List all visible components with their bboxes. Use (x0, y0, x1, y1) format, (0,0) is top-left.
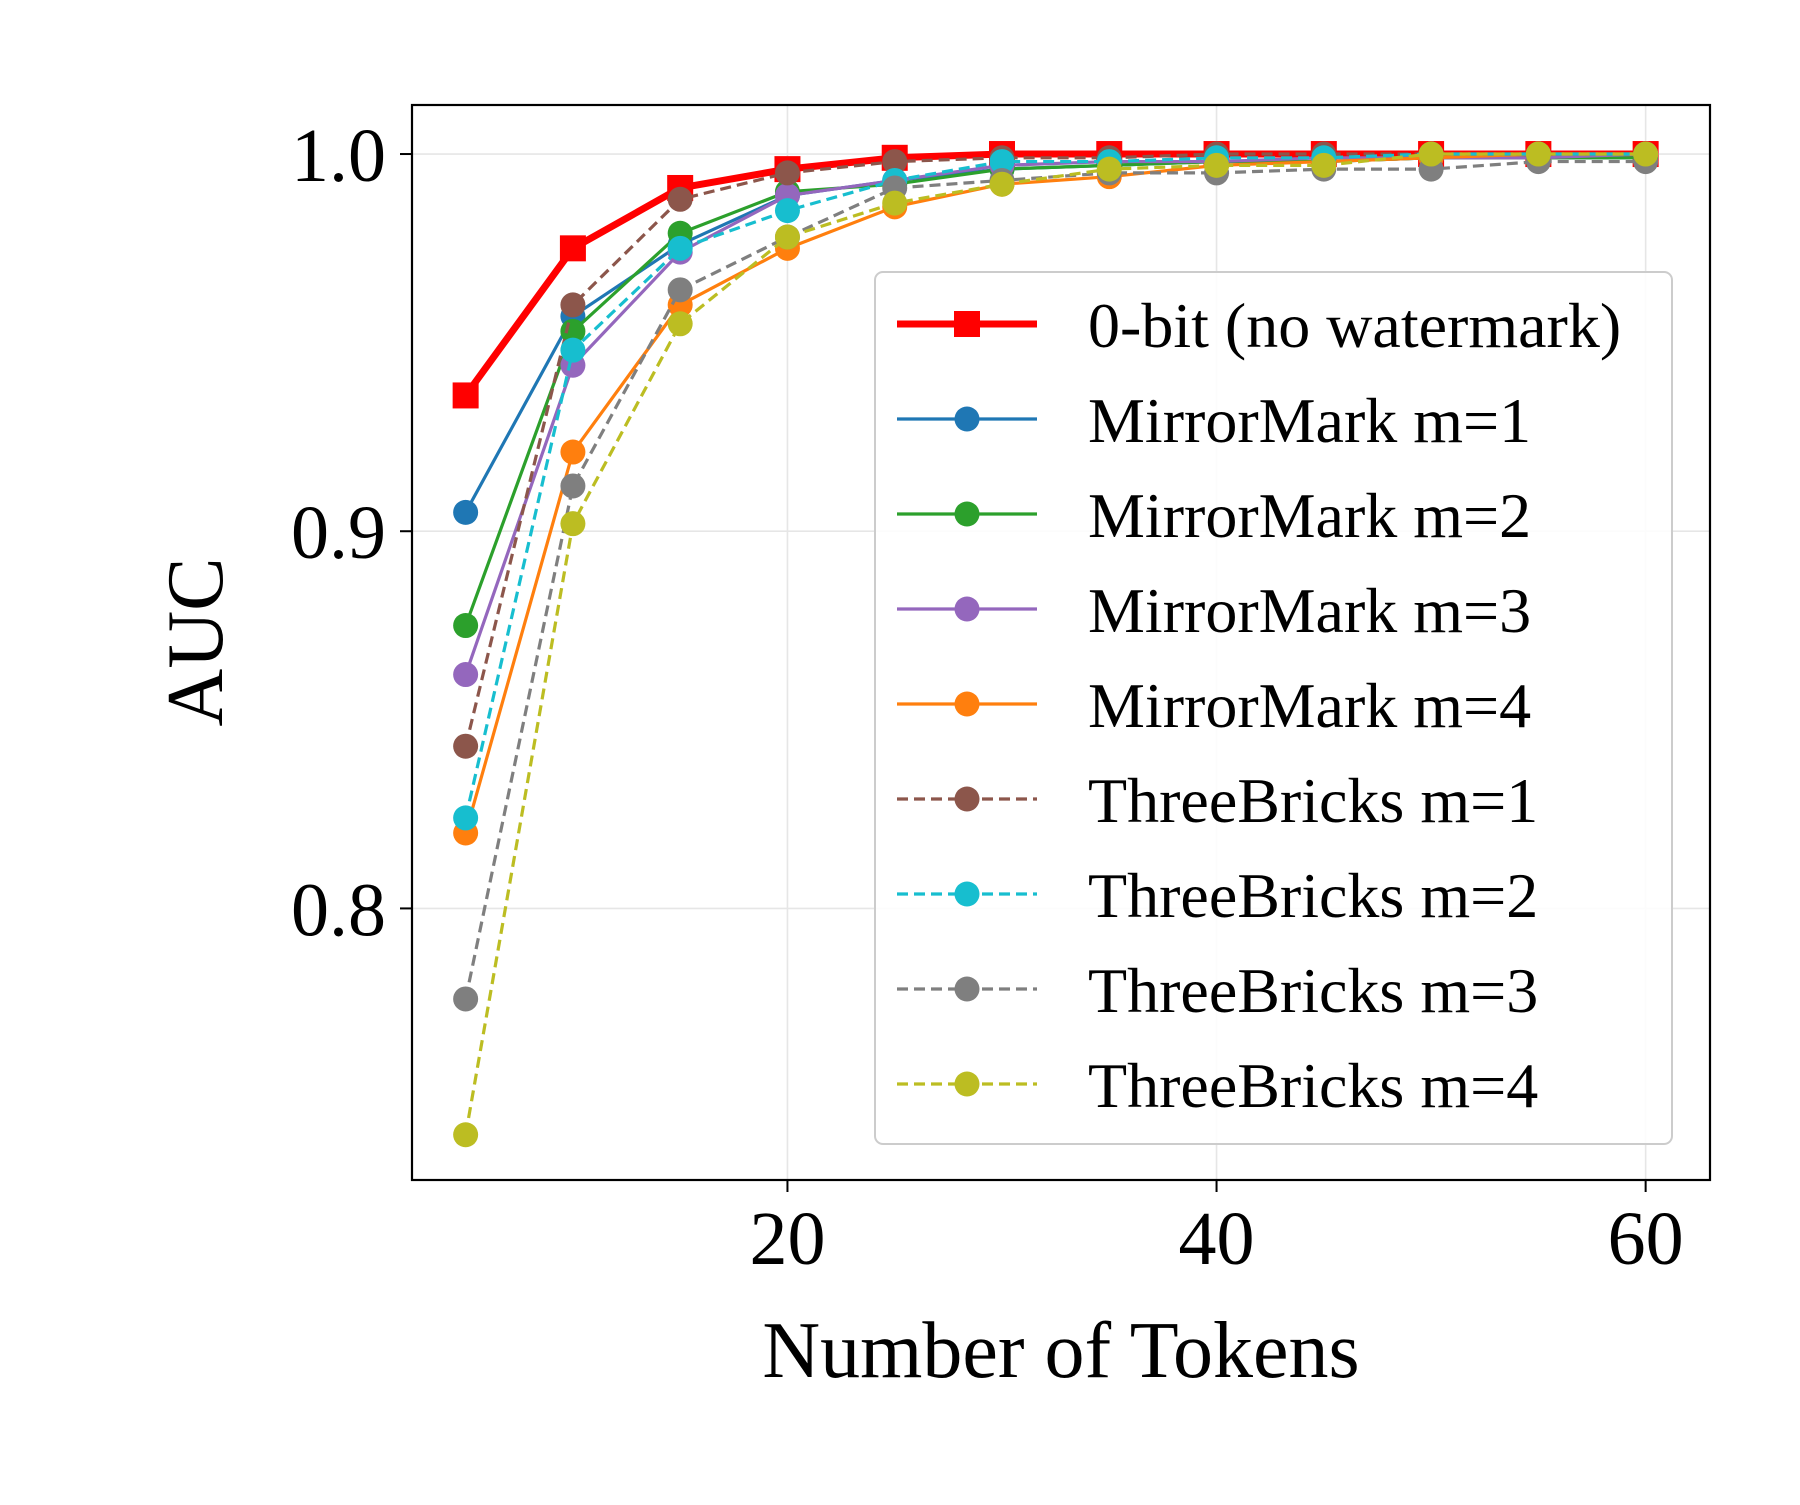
legend-marker (954, 596, 980, 622)
data-point (560, 473, 586, 499)
data-point (453, 1122, 479, 1148)
data-point (453, 499, 479, 525)
legend-marker (954, 691, 980, 717)
x-tick-label: 40 (1179, 1197, 1255, 1281)
series-line (464, 152, 1646, 819)
data-point (882, 149, 908, 175)
legend-item: MirrorMark m=3 (897, 575, 1531, 646)
ticks: 20 40 60 0.8 0.9 1.0 (291, 114, 1684, 1281)
data-point (989, 171, 1015, 197)
legend: 0-bit (no watermark) MirrorMark m=1 Mirror… (874, 271, 1673, 1145)
data-point (453, 805, 479, 831)
legend-marker (954, 311, 980, 337)
y-tick-label: 1.0 (291, 114, 386, 198)
data-point (882, 190, 908, 216)
data-point (559, 235, 586, 262)
legend-marker (954, 501, 980, 527)
legend-label: ThreeBricks m=3 (1088, 955, 1538, 1026)
legend-item: 0-bit (no watermark) (897, 290, 1621, 361)
legend-item: MirrorMark m=2 (897, 480, 1531, 551)
legend-marker (954, 786, 980, 812)
data-point (560, 511, 586, 537)
data-point (453, 613, 479, 639)
data-point (667, 186, 693, 212)
legend-label: 0-bit (no watermark) (1088, 290, 1621, 361)
data-point (1096, 156, 1122, 182)
legend-item: ThreeBricks m=2 (897, 860, 1538, 931)
legend-marker (954, 406, 980, 432)
legend-marker (954, 1071, 980, 1097)
series-line (464, 152, 1646, 1136)
legend-label: MirrorMark m=4 (1088, 670, 1531, 741)
data-point (1525, 141, 1551, 167)
data-point (1311, 152, 1337, 178)
legend-marker (954, 881, 980, 907)
data-point (774, 198, 800, 224)
data-point (667, 311, 693, 337)
y-axis-label: AUC (152, 558, 240, 727)
legend-marker (954, 976, 980, 1002)
data-point (667, 277, 693, 303)
legend-item: ThreeBricks m=3 (897, 955, 1538, 1026)
data-point (560, 439, 586, 465)
legend-item: ThreeBricks m=1 (897, 765, 1538, 836)
x-axis-label: Number of Tokens (762, 1307, 1359, 1395)
series-threebricks-m-4 (453, 141, 1659, 1148)
x-tick-label: 60 (1608, 1197, 1684, 1281)
series-line (464, 152, 1646, 834)
data-point (1204, 152, 1230, 178)
x-tick-label: 20 (749, 1197, 825, 1281)
data-point (453, 662, 479, 688)
y-tick-label: 0.8 (291, 868, 386, 952)
legend-item: MirrorMark m=4 (897, 670, 1531, 741)
series-layer (452, 141, 1659, 1148)
data-point (1633, 141, 1659, 167)
legend-item: ThreeBricks m=4 (897, 1050, 1538, 1121)
data-point (560, 292, 586, 318)
data-point (667, 235, 693, 261)
data-point (989, 149, 1015, 175)
data-point (453, 986, 479, 1012)
legend-label: ThreeBricks m=2 (1088, 860, 1538, 931)
axes-frame (410, 103, 1712, 1182)
legend-label: ThreeBricks m=4 (1088, 1050, 1538, 1121)
legend-label: MirrorMark m=3 (1088, 575, 1531, 646)
legend-label: ThreeBricks m=1 (1088, 765, 1538, 836)
legend-box (874, 271, 1673, 1145)
data-point (560, 337, 586, 363)
legend-label: MirrorMark m=1 (1088, 385, 1531, 456)
y-tick-label: 0.9 (291, 491, 386, 575)
legend-item: MirrorMark m=1 (897, 385, 1531, 456)
data-point (452, 382, 479, 409)
legend-label: MirrorMark m=2 (1088, 480, 1531, 551)
data-point (774, 224, 800, 250)
data-point (774, 160, 800, 186)
data-point (453, 733, 479, 759)
data-point (1418, 141, 1444, 167)
